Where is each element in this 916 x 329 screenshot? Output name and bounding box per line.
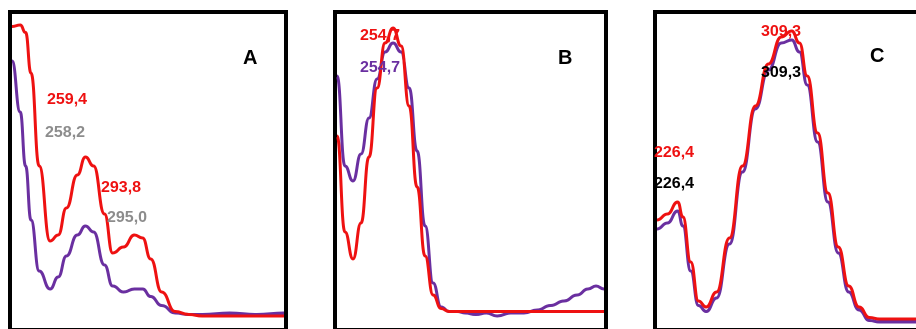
- panel-b-letter: B: [558, 47, 572, 69]
- panel-b: B 254,7 254,7: [333, 10, 608, 329]
- panel-a-series-red-line: [11, 23, 284, 318]
- panel-b-series: [335, 26, 605, 318]
- panel-c-series: [656, 29, 916, 324]
- panel-b-annotation-2: 254,7: [360, 59, 400, 76]
- panel-c-annotation-4: 226,4: [654, 175, 694, 192]
- panel-c-series-red-line: [656, 29, 916, 321]
- panel-a-frame: [8, 10, 288, 329]
- panel-b-series-red-line: [335, 26, 604, 314]
- panel-c-series-purple-line: [656, 38, 916, 324]
- panel-b-annotation-1: 254,7: [360, 27, 400, 44]
- panel-a-letter: A: [243, 47, 257, 69]
- panel-c-annotation-2: 309,3: [761, 64, 801, 81]
- panel-a-annotation-1: 259,4: [47, 91, 87, 108]
- panel-b-frame: [333, 10, 608, 329]
- panel-b-series-purple-line: [335, 41, 605, 318]
- panel-a-annotation-3: 293,8: [101, 179, 141, 196]
- panel-a: A 259,4 258,2 293,8 295,0: [8, 10, 288, 329]
- panel-a-annotation-4: 295,0: [107, 209, 147, 226]
- panel-c: C 309,3 309,3 226,4 226,4: [653, 10, 916, 329]
- panel-c-frame: [653, 10, 916, 329]
- panel-a-annotation-2: 258,2: [45, 124, 85, 141]
- panel-c-annotation-3: 226,4: [654, 144, 694, 161]
- panel-c-letter: C: [870, 45, 884, 67]
- panel-a-series: [10, 23, 285, 318]
- panel-c-annotation-1: 309,3: [761, 23, 801, 40]
